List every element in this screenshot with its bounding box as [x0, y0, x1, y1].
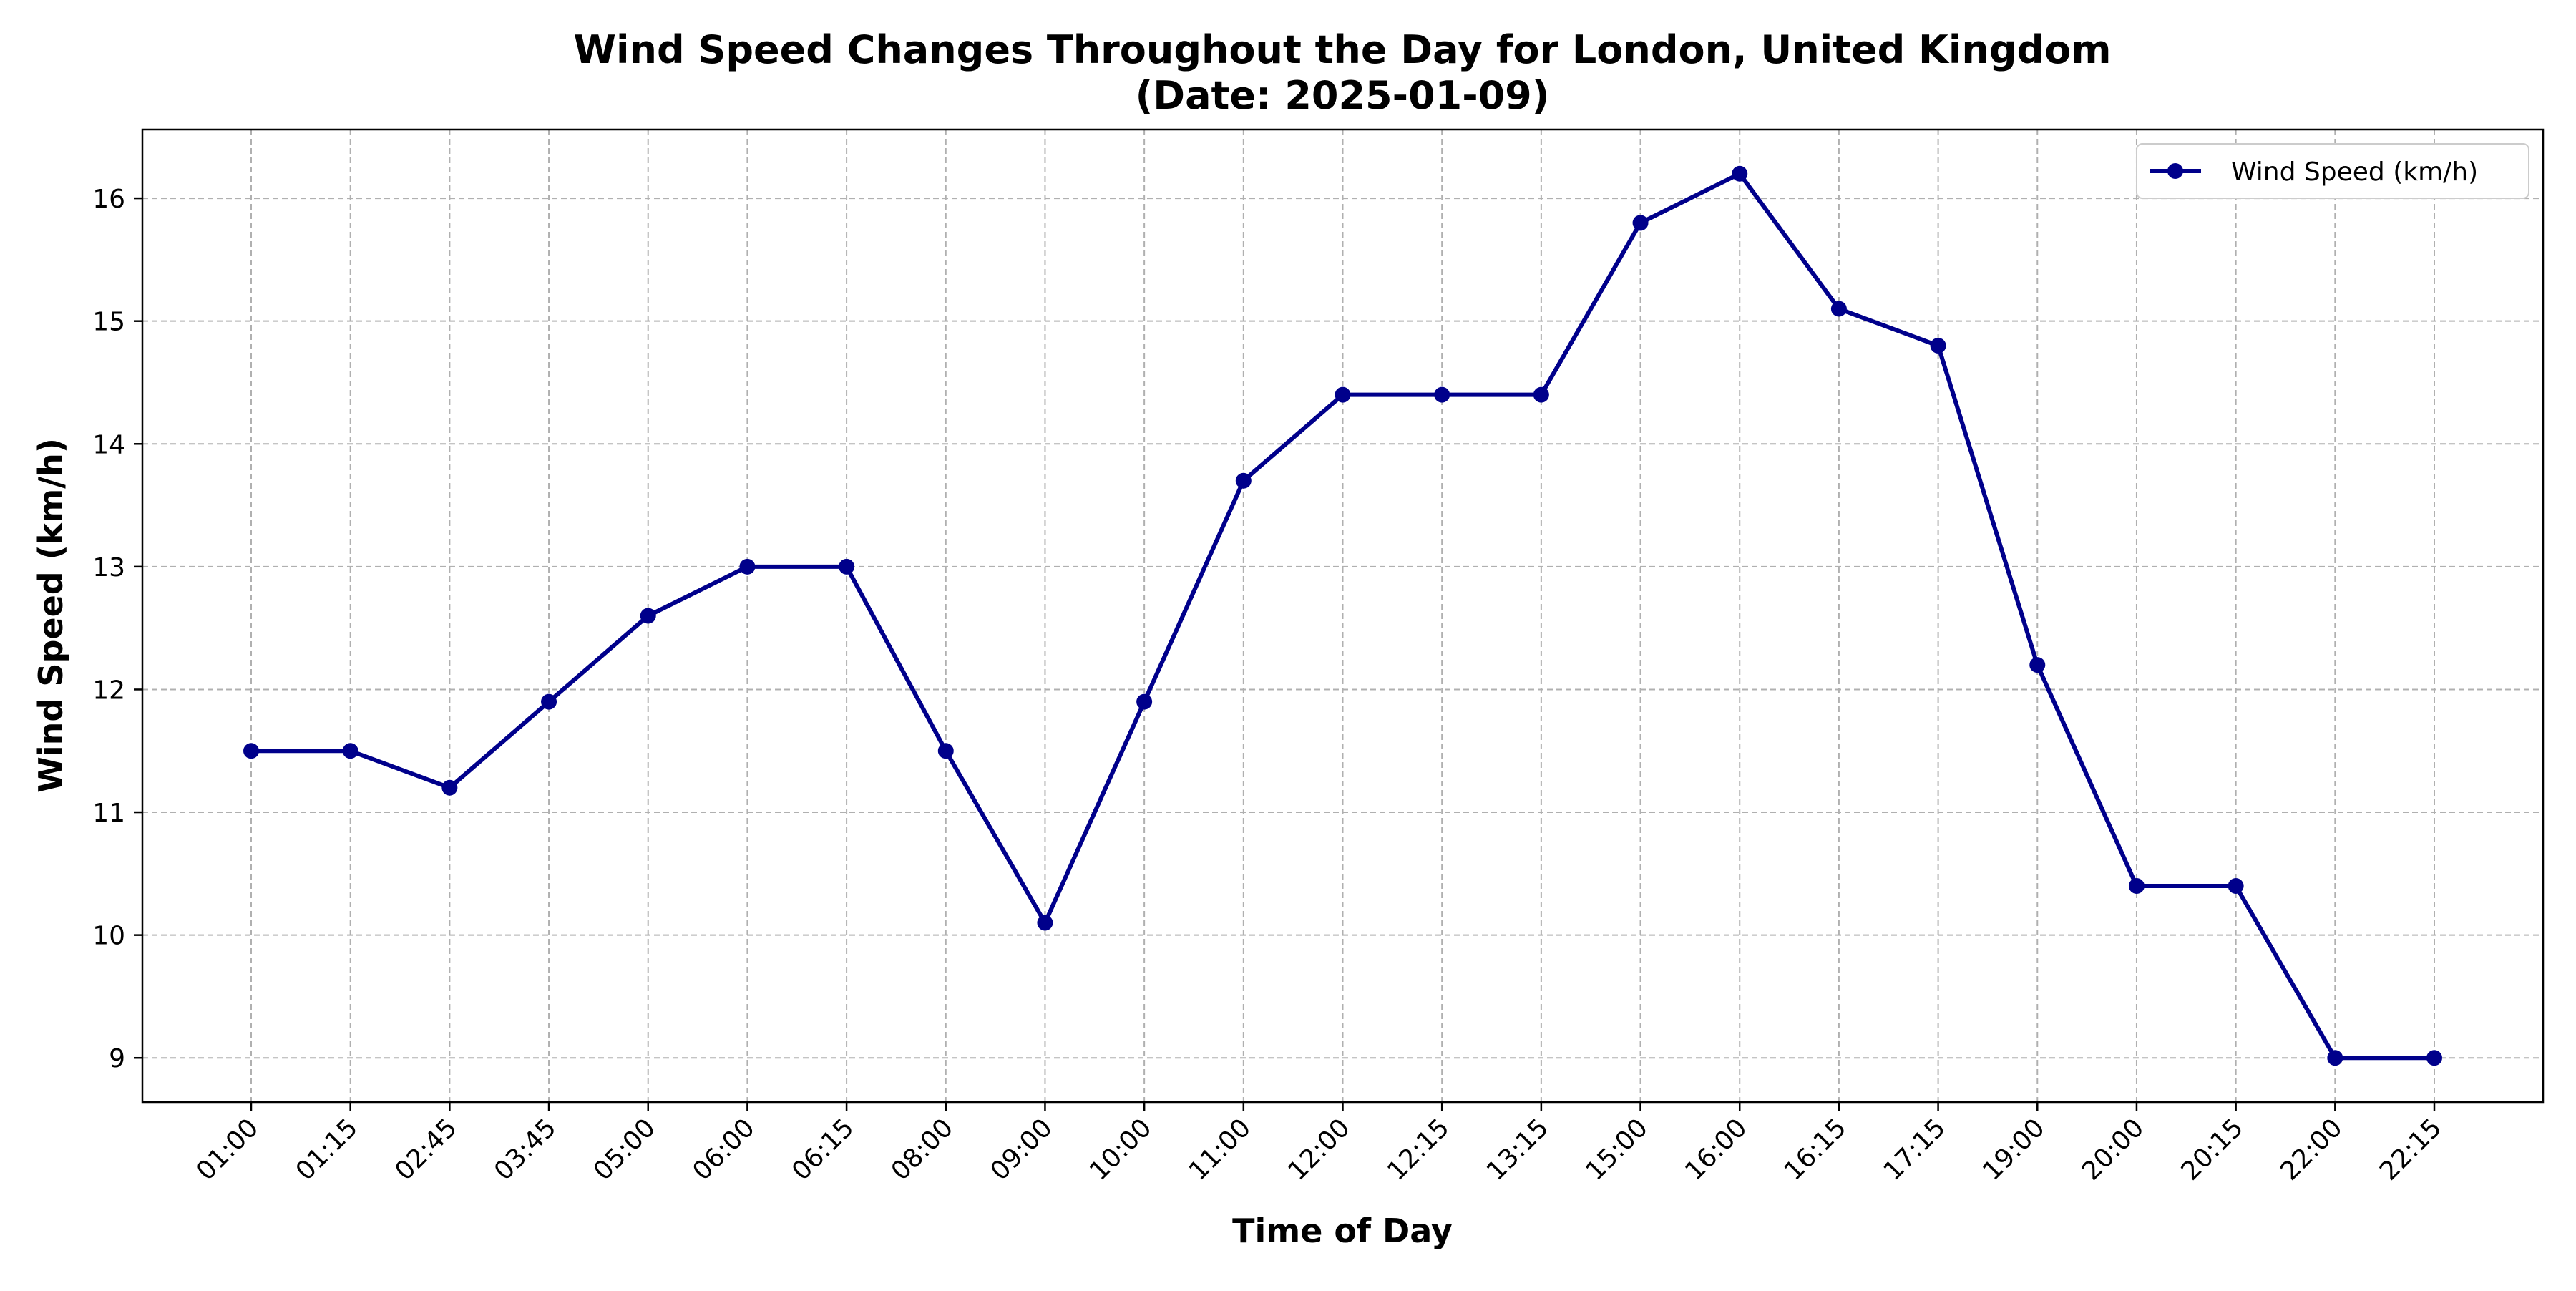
x-tick-label: 03:45 [489, 1113, 562, 1186]
data-point [1533, 386, 1549, 403]
x-tick-label: 06:15 [786, 1113, 859, 1186]
legend-label: Wind Speed (km/h) [2231, 157, 2478, 187]
y-tick-label: 10 [92, 922, 125, 951]
x-tick-label: 22:00 [2275, 1113, 2348, 1186]
y-axis-ticks: 9 10 11 12 13 14 15 16 [92, 185, 142, 1073]
data-point [1136, 693, 1153, 710]
x-tick-label: 02:45 [389, 1113, 462, 1186]
y-tick-label: 15 [92, 308, 125, 337]
chart-title-line-1: Wind Speed Changes Throughout the Day fo… [573, 27, 2111, 72]
data-point [839, 558, 855, 575]
data-point [342, 743, 358, 759]
data-point [739, 558, 756, 575]
x-tick-label: 15:00 [1581, 1113, 1654, 1186]
data-point [1732, 165, 1748, 182]
x-axis-ticks: 01:00 01:15 02:45 03:45 05:00 06:00 06:15 08:00… [191, 1102, 2447, 1187]
x-tick-label: 20:00 [2077, 1113, 2150, 1186]
x-tick-label: 08:00 [886, 1113, 959, 1186]
data-point [1335, 386, 1351, 403]
y-axis-label: Wind Speed (km/h) [31, 438, 70, 793]
data-point [1930, 338, 1946, 354]
data-point [2327, 1050, 2343, 1066]
x-tick-label: 12:15 [1382, 1113, 1455, 1186]
data-point [2128, 878, 2145, 894]
x-tick-label: 12:00 [1283, 1113, 1356, 1186]
y-tick-label: 16 [92, 185, 125, 214]
data-point [1037, 915, 1053, 931]
data-point [2029, 657, 2046, 673]
data-point [2426, 1050, 2442, 1066]
legend: Wind Speed (km/h) [2136, 143, 2529, 199]
data-points [243, 165, 2442, 1066]
chart-title-line-2: (Date: 2025-01-09) [1136, 73, 1550, 118]
data-point [937, 743, 954, 759]
x-tick-label: 13:15 [1481, 1113, 1554, 1186]
x-tick-label: 16:15 [1779, 1113, 1852, 1186]
x-tick-label: 19:00 [1977, 1113, 2050, 1186]
x-axis-label: Time of Day [1232, 1212, 1453, 1250]
data-point [1434, 386, 1450, 403]
y-tick-label: 12 [92, 676, 125, 705]
legend-box [2136, 143, 2529, 199]
x-tick-label: 06:00 [687, 1113, 760, 1186]
data-point [1235, 472, 1252, 489]
data-point [640, 608, 656, 624]
data-point [2228, 878, 2244, 894]
x-tick-label: 20:15 [2176, 1113, 2249, 1186]
y-tick-label: 9 [109, 1044, 125, 1073]
x-tick-label: 01:15 [291, 1113, 364, 1186]
grid [142, 130, 2543, 1102]
y-tick-label: 13 [92, 553, 125, 583]
y-tick-label: 11 [92, 799, 125, 828]
legend-marker-swatch [2167, 163, 2183, 179]
x-tick-label: 01:00 [191, 1113, 264, 1186]
data-point [541, 693, 557, 710]
data-point [1830, 301, 1847, 317]
data-point [243, 743, 259, 759]
x-tick-label: 11:00 [1184, 1113, 1257, 1186]
data-point [1632, 215, 1649, 231]
x-tick-label: 17:15 [1878, 1113, 1951, 1186]
data-point [441, 779, 458, 796]
x-tick-label: 22:15 [2374, 1113, 2447, 1186]
y-tick-label: 14 [92, 430, 125, 459]
x-tick-label: 10:00 [1084, 1113, 1157, 1186]
x-tick-label: 05:00 [588, 1113, 661, 1186]
x-tick-label: 16:00 [1679, 1113, 1752, 1186]
x-tick-label: 09:00 [985, 1113, 1058, 1186]
